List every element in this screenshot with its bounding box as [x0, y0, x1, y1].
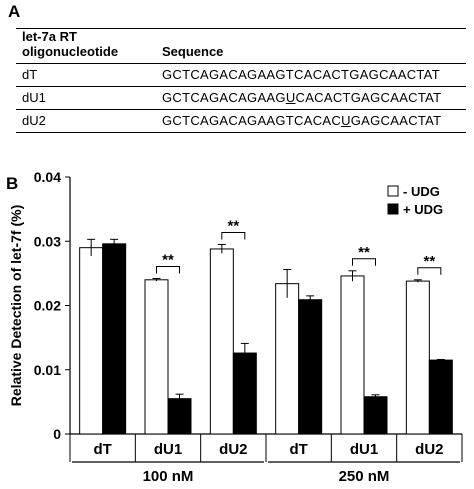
underlined-uracil: U — [341, 113, 351, 128]
significance-bracket — [352, 258, 376, 266]
x-tick-label: dU1 — [350, 441, 378, 458]
x-tick-label: dU1 — [154, 441, 182, 458]
row-name: dT — [22, 67, 38, 82]
sequence-table: let-7a RT oligonucleotide Sequence dT GC… — [16, 28, 466, 133]
row-name: dU1 — [22, 90, 46, 105]
bar-minus-udg — [144, 279, 169, 435]
underlined-uracil: U — [285, 90, 296, 105]
bar-minus-udg — [79, 247, 104, 435]
header-oligonucleotide: let-7a RT oligonucleotide — [22, 29, 119, 59]
y-tick-label: 0.01 — [34, 362, 61, 378]
y-tick-label: 0 — [53, 426, 61, 442]
legend-label: + UDG — [403, 202, 443, 217]
bar-minus-udg — [209, 248, 234, 435]
significance-bracket — [156, 266, 180, 274]
group-label: 250 nM — [339, 468, 390, 485]
header-sequence: Sequence — [162, 44, 224, 59]
row-sequence: GCTCAGACAGAAGTCACACUGAGCAACTAT — [156, 110, 466, 133]
table-row: dU2 GCTCAGACAGAAGTCACACUGAGCAACTAT — [16, 110, 466, 133]
legend-swatch — [387, 185, 399, 197]
sequence-text: CACACTGAGCAACTAT — [295, 90, 442, 105]
y-axis-title: Relative Detection of let-7f (%) — [8, 205, 24, 406]
table-row: dU1 GCTCAGACAGAAGUCACACTGAGCAACTAT — [16, 87, 466, 110]
significance-label: ** — [227, 217, 239, 234]
significance-bracket — [417, 267, 442, 275]
x-tick-label: dT — [94, 441, 112, 458]
sequence-text: GCTCAGACAGAAGTCACACTGAGCAACTAT — [162, 67, 440, 82]
bar-plus-udg — [232, 352, 257, 435]
bar-plus-udg — [298, 299, 323, 435]
bar-minus-udg — [340, 275, 365, 435]
x-tick-label: dU2 — [219, 441, 247, 458]
bar-minus-udg — [405, 280, 430, 435]
bar-plus-udg — [167, 398, 192, 435]
row-sequence: GCTCAGACAGAAGTCACACTGAGCAACTAT — [156, 64, 466, 87]
table-row: dT GCTCAGACAGAAGTCACACTGAGCAACTAT — [16, 64, 466, 87]
table-header-row: let-7a RT oligonucleotide Sequence — [16, 28, 466, 64]
y-tick-label: 0.04 — [34, 170, 61, 185]
x-tick-label: dT — [290, 441, 308, 458]
y-tick-label: 0.03 — [34, 233, 61, 249]
group-label: 100 nM — [143, 468, 194, 485]
row-sequence: GCTCAGACAGAAGUCACACTGAGCAACTAT — [156, 87, 466, 110]
bar-plus-udg — [428, 359, 453, 435]
bar-minus-udg — [275, 283, 300, 435]
significance-label: ** — [162, 252, 174, 269]
panel-b-label: B — [6, 174, 19, 193]
x-tick-label: dU2 — [415, 441, 443, 458]
legend-label: - UDG — [403, 184, 440, 199]
significance-label: ** — [423, 253, 435, 270]
sequence-text: GCTCAGACAGAAG — [162, 90, 286, 105]
bar-plus-udg — [363, 396, 388, 435]
panel-a-label: A — [8, 2, 21, 21]
row-name: dU2 — [22, 113, 46, 128]
bar-chart: 0 0.01 0.02 0.03 0.04 Relative Detection of l… — [8, 170, 463, 485]
significance-label: ** — [358, 244, 370, 261]
significance-bracket — [221, 231, 246, 240]
sequence-text: GCTCAGACAGAAGTCACAC — [162, 113, 342, 128]
bar-plus-udg — [102, 243, 127, 435]
sequence-text: GAGCAACTAT — [350, 113, 442, 128]
legend-swatch — [387, 203, 399, 215]
y-tick-label: 0.02 — [34, 298, 61, 314]
